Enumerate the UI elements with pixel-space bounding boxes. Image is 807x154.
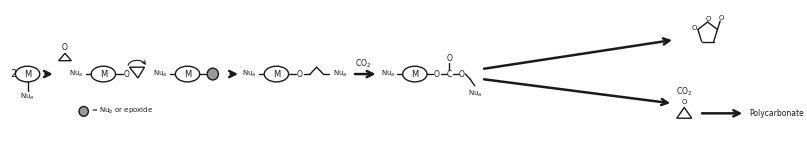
Text: O: O	[718, 15, 724, 21]
Text: O: O	[706, 16, 711, 22]
Text: = Nu$_b$ or epoxide: = Nu$_b$ or epoxide	[91, 106, 153, 116]
Ellipse shape	[91, 66, 115, 82]
Text: Nu$_a$: Nu$_a$	[467, 89, 482, 99]
Text: Nu$_a$: Nu$_a$	[333, 69, 348, 79]
Text: O: O	[446, 54, 453, 63]
Ellipse shape	[403, 66, 427, 82]
Text: M: M	[412, 70, 419, 79]
Text: 2: 2	[10, 69, 17, 79]
Ellipse shape	[15, 66, 40, 82]
Text: Polycarbonate: Polycarbonate	[750, 109, 805, 118]
Text: M: M	[100, 70, 107, 79]
Text: CO$_2$: CO$_2$	[355, 58, 371, 71]
Text: Nu$_a$: Nu$_a$	[153, 69, 168, 79]
Text: M: M	[273, 70, 280, 79]
Text: Nu$_a$: Nu$_a$	[20, 91, 35, 102]
Ellipse shape	[264, 66, 289, 82]
Text: O: O	[433, 70, 439, 79]
Circle shape	[79, 106, 89, 116]
Text: M: M	[24, 70, 31, 79]
Text: O: O	[297, 70, 303, 79]
Text: Nu$_a$: Nu$_a$	[69, 69, 84, 79]
Text: O: O	[458, 70, 465, 79]
Text: O: O	[123, 70, 130, 79]
Circle shape	[207, 68, 219, 80]
Text: O: O	[682, 99, 687, 105]
Text: C: C	[447, 70, 452, 79]
Text: O: O	[692, 26, 696, 31]
Text: CO$_2$: CO$_2$	[676, 85, 692, 98]
Text: Nu$_a$: Nu$_a$	[381, 69, 395, 79]
Text: O: O	[62, 43, 68, 53]
Text: M: M	[184, 70, 191, 79]
Ellipse shape	[175, 66, 199, 82]
Text: Nu$_a$: Nu$_a$	[242, 69, 257, 79]
